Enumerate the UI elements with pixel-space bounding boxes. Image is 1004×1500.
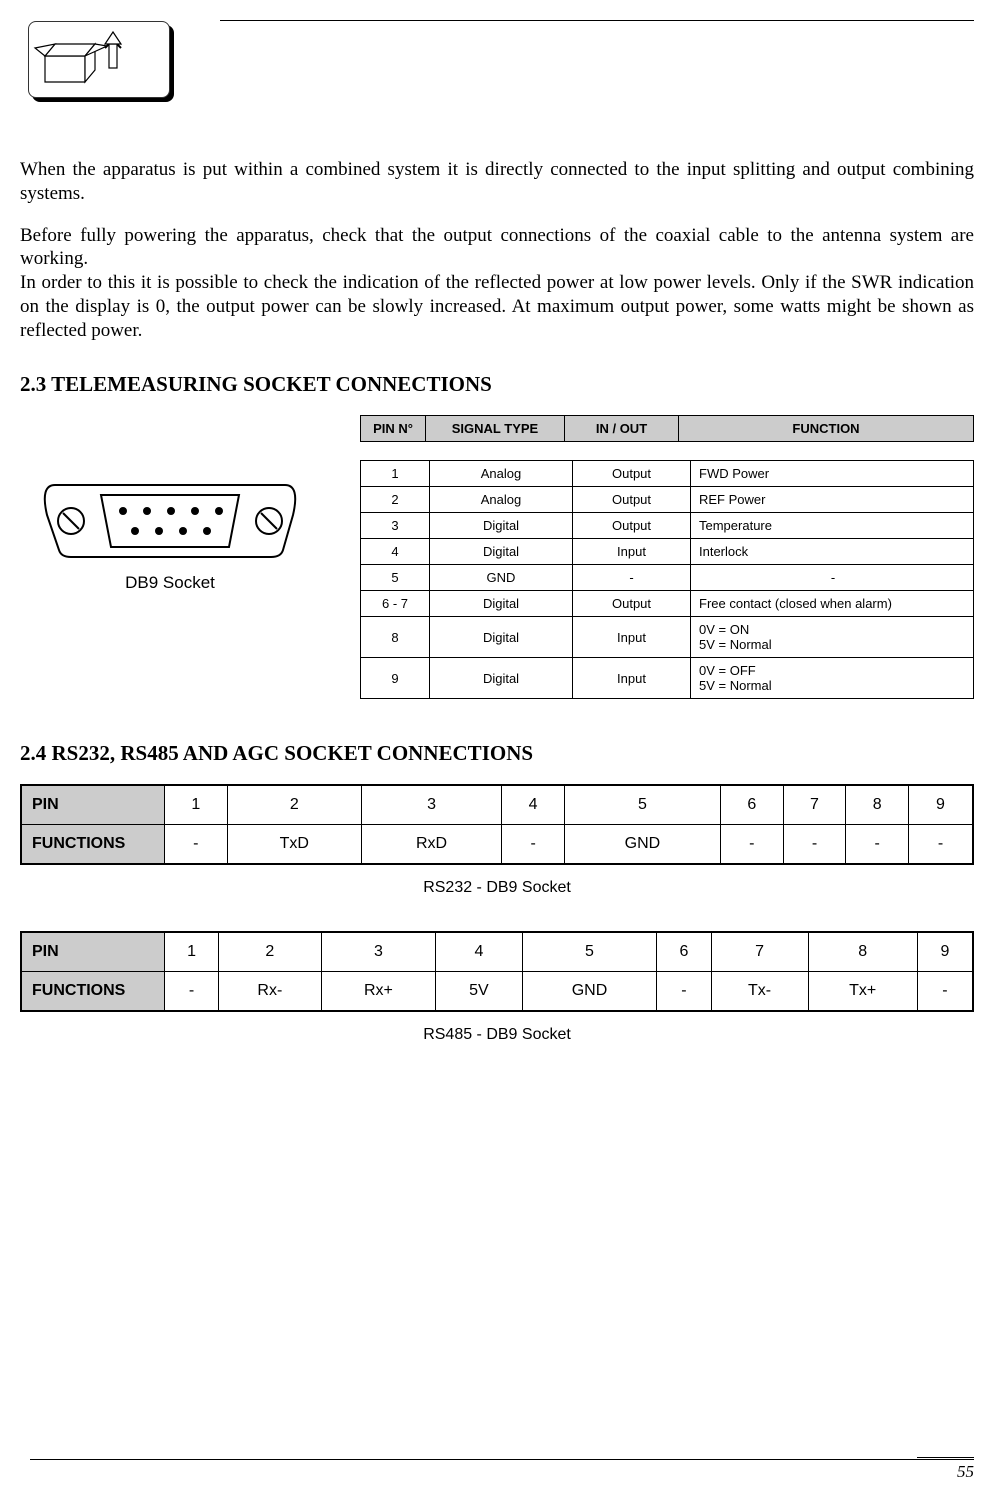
document-page: When the apparatus is put within a combi… <box>0 0 1004 1500</box>
paragraph-3: In order to this it is possible to check… <box>20 271 974 342</box>
rs232-caption: RS232 - DB9 Socket <box>20 879 974 897</box>
db9-connector-icon <box>35 475 305 565</box>
th-signal: SIGNAL TYPE <box>426 416 565 442</box>
rs232-pin-row: PIN 123456789 <box>21 785 973 825</box>
rs485-caption: RS485 - DB9 Socket <box>20 1026 974 1044</box>
intro-paragraphs: When the apparatus is put within a combi… <box>20 158 974 342</box>
rs485-pin-row: PIN 123456789 <box>21 932 973 972</box>
page-number: 55 <box>917 1457 974 1482</box>
th-pin: PIN N° <box>361 416 426 442</box>
func-label: FUNCTIONS <box>21 972 165 1012</box>
table-row: 6 - 7DigitalOutputFree contact (closed w… <box>361 591 974 617</box>
telemeasure-layout: DB9 Socket PIN N° SIGNAL TYPE IN / OUT F… <box>20 415 974 699</box>
db9-socket-figure: DB9 Socket <box>20 475 320 593</box>
rs485-func-row: FUNCTIONS -Rx-Rx+5VGND-Tx-Tx+- <box>21 972 973 1012</box>
section-2-3-title: 2.3 TELEMEASURING SOCKET CONNECTIONS <box>20 372 974 397</box>
rs485-table: PIN 123456789 FUNCTIONS -Rx-Rx+5VGND-Tx-… <box>20 931 974 1012</box>
table-row: 5GND-- <box>361 565 974 591</box>
paragraph-2: Before fully powering the apparatus, che… <box>20 224 974 272</box>
box-open-icon <box>20 13 175 103</box>
table-row: 4DigitalInputInterlock <box>361 539 974 565</box>
table-row: 9DigitalInput0V = OFF 5V = Normal <box>361 658 974 699</box>
section-2-4-title: 2.4 RS232, RS485 AND AGC SOCKET CONNECTI… <box>20 741 974 766</box>
telemeasure-tables: PIN N° SIGNAL TYPE IN / OUT FUNCTION 1An… <box>360 415 974 699</box>
db9-caption: DB9 Socket <box>125 573 215 593</box>
func-label: FUNCTIONS <box>21 825 165 865</box>
pin-label: PIN <box>21 932 165 972</box>
telemeasure-data-table: 1AnalogOutputFWD Power 2AnalogOutputREF … <box>360 460 974 699</box>
table-row: 2AnalogOutputREF Power <box>361 487 974 513</box>
footer-rule <box>30 1459 974 1460</box>
table-row: 3DigitalOutputTemperature <box>361 513 974 539</box>
pin-label: PIN <box>21 785 165 825</box>
table-row: 8DigitalInput0V = ON 5V = Normal <box>361 617 974 658</box>
th-func: FUNCTION <box>679 416 974 442</box>
paragraph-1: When the apparatus is put within a combi… <box>20 158 974 206</box>
top-rule <box>220 20 974 21</box>
table-row: 1AnalogOutputFWD Power <box>361 461 974 487</box>
telemeasure-header-table: PIN N° SIGNAL TYPE IN / OUT FUNCTION <box>360 415 974 442</box>
rs232-table: PIN 123456789 FUNCTIONS -TxDRxD-GND---- <box>20 784 974 865</box>
rs232-func-row: FUNCTIONS -TxDRxD-GND---- <box>21 825 973 865</box>
th-io: IN / OUT <box>565 416 679 442</box>
